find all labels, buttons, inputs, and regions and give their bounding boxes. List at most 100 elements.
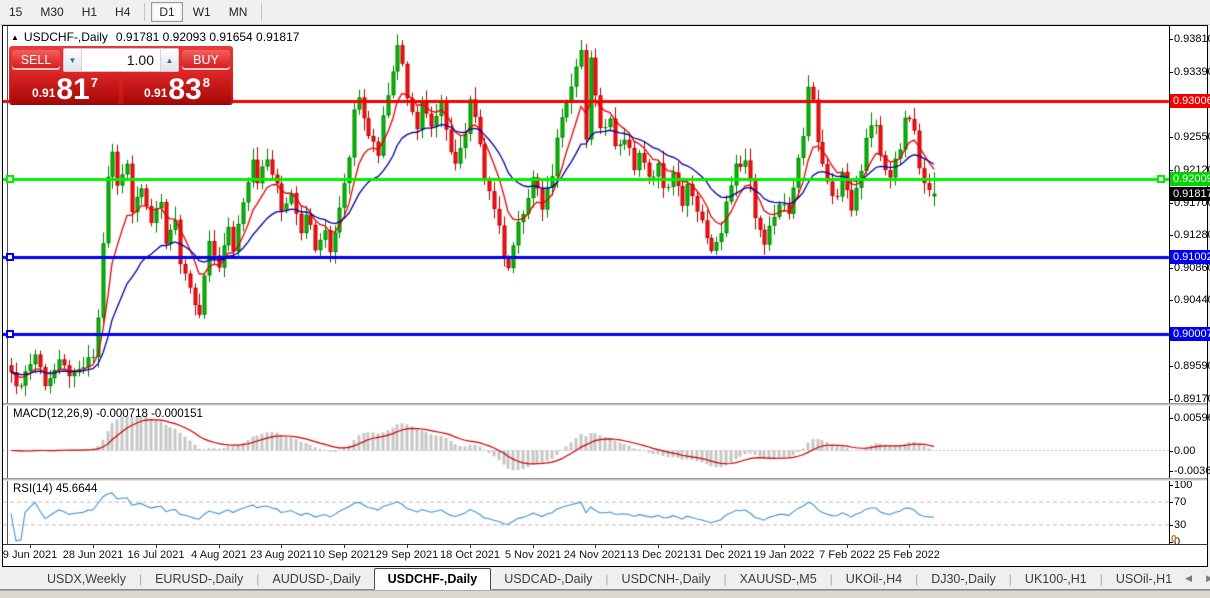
price-badge: 0.91817 <box>1170 186 1210 201</box>
date-tick-label: 24 Nov 2021 <box>563 549 627 561</box>
date-tick-label: 7 Feb 2022 <box>819 549 875 561</box>
chart-tab-usdchf-daily[interactable]: USDCHF-,Daily <box>373 568 492 590</box>
buy-price-prefix: 0.91 <box>144 86 168 100</box>
volume-decrease-icon[interactable]: ▼ <box>64 49 82 71</box>
date-tick <box>658 544 659 548</box>
price-tick-label: 0.90860 <box>1169 261 1210 275</box>
timeframe-button-mn[interactable]: MN <box>228 5 248 19</box>
timeframe-button-15[interactable]: 15 <box>9 5 23 19</box>
buy-price-pip: 8 <box>202 75 210 90</box>
date-tick <box>595 544 596 548</box>
chart-tab-usdx-weekly[interactable]: USDX,Weekly <box>47 572 126 586</box>
chart-header: ▲ USDCHF-,Daily 0.91781 0.92093 0.91654 0.… <box>11 30 299 44</box>
chart-tab-audusd-daily[interactable]: AUDUSD-,Daily <box>272 572 361 586</box>
chart-tab-ukoil-h4[interactable]: UKOil-,H4 <box>845 572 903 586</box>
collapse-chart-icon[interactable]: ▲ <box>11 33 19 42</box>
chart-tab-xauusd-m5[interactable]: XAUUSD-,M5 <box>739 572 817 586</box>
price-chart-canvas[interactable] <box>3 26 1207 566</box>
sell-price-pip: 7 <box>90 75 98 90</box>
date-tick <box>281 544 282 548</box>
date-tick <box>156 544 157 548</box>
rsi-tick-label: 70 <box>1168 496 1187 509</box>
buy-price-big: 83 <box>168 73 202 106</box>
tab-separator: | <box>1008 572 1012 586</box>
rsi-caption: RSI(14) 45.6644 <box>13 483 98 495</box>
timeframe-button-h4[interactable]: H4 <box>115 5 131 19</box>
date-tick-label: 16 Jul 2021 <box>127 549 185 561</box>
date-tick <box>407 544 408 548</box>
chart-symbol-period: USDCHF-,Daily <box>23 30 108 44</box>
date-tick-label: 5 Nov 2021 <box>504 549 562 561</box>
buy-price-display[interactable]: 0.91 83 8 <box>123 73 231 106</box>
sell-button[interactable]: SELL <box>12 50 60 70</box>
tab-separator: | <box>138 572 143 586</box>
date-tick-label: 10 Sep 2021 <box>312 549 376 561</box>
volume-input[interactable]: 1.00 <box>126 52 154 68</box>
chart-tab-usdcad-daily[interactable]: USDCAD-,Daily <box>504 572 593 586</box>
timeframe-button-m30[interactable]: M30 <box>40 5 64 19</box>
chart-tab-eurusd-daily[interactable]: EURUSD-,Daily <box>155 572 244 586</box>
buy-button[interactable]: BUY <box>182 50 230 70</box>
chart-window: ▲ USDCHF-,Daily 0.91781 0.92093 0.91654 0.… <box>2 25 1210 567</box>
chart-tab-dj30-daily[interactable]: DJ30-,Daily <box>931 572 996 586</box>
date-tick-label: 23 Aug 2021 <box>250 549 312 561</box>
chart-tab-usoil-h1[interactable]: USOil-,H1 <box>1115 572 1173 586</box>
status-strip <box>0 590 1210 598</box>
tab-scroll-left-icon[interactable]: ◀ <box>1185 573 1193 583</box>
date-tick <box>909 544 910 548</box>
chart-tab-bar: USDX,Weekly | EURUSD-,Daily | AUDUSD-,Daily U… <box>0 568 1210 590</box>
timeframe-button-h1[interactable]: H1 <box>81 5 98 19</box>
date-tick <box>784 544 785 548</box>
date-tick <box>30 544 31 548</box>
hline-handle-left[interactable] <box>6 174 14 183</box>
date-tick-label: 18 Oct 2021 <box>440 549 500 561</box>
timeframe-button-w1[interactable]: W1 <box>192 5 211 19</box>
date-tick-label: 28 Jun 2021 <box>62 549 124 561</box>
price-badge: 0.90007 <box>1170 327 1210 342</box>
volume-increase-icon[interactable]: ▲ <box>160 49 178 71</box>
tab-separator: | <box>1099 572 1103 586</box>
tab-separator: | <box>256 572 260 586</box>
price-tick-label: 0.92550 <box>1169 130 1210 144</box>
tab-separator: | <box>723 572 727 586</box>
hline-handle-left[interactable] <box>6 252 14 261</box>
one-click-trading-panel: SELL ▼ 1.00 ▲ BUY 0.91 81 7 0.91 83 8 <box>9 46 233 106</box>
price-tick-label: 0.93810 <box>1169 32 1210 46</box>
tab-scroll-arrows: ◀ ▶ <box>1185 573 1210 589</box>
date-tick <box>533 544 534 548</box>
macd-tick-label: 0.005963 <box>1169 412 1210 425</box>
sell-price-display[interactable]: 0.91 81 7 <box>11 74 119 105</box>
volume-box: ▼ 1.00 ▲ <box>63 48 179 72</box>
date-axis-border <box>3 544 1207 545</box>
tab-scroll-right-icon[interactable]: ▶ <box>1206 573 1210 583</box>
date-tick-label: 19 Jan 2022 <box>753 549 815 561</box>
date-tick-label: 29 Sep 2021 <box>375 549 439 561</box>
tab-separator: | <box>829 572 833 586</box>
price-badge: 0.91002 <box>1170 249 1210 264</box>
price-badge: 0.92009 <box>1170 171 1210 186</box>
date-tick <box>93 544 94 548</box>
date-tick <box>344 544 345 548</box>
price-tick-label: 0.89590 <box>1169 359 1210 373</box>
hline-handle-right[interactable] <box>1157 174 1165 183</box>
chart-tab-uk100-h1[interactable]: UK100-,H1 <box>1024 572 1087 586</box>
macd-tick-label: 0.00 <box>1168 444 1196 457</box>
toolbar-separator <box>144 3 146 21</box>
date-tick-label: 13 Dec 2021 <box>626 549 690 561</box>
rsi-tick-label: 0 <box>1168 536 1181 548</box>
timeframe-toolbar: 15 M30 H1 H4 D1 W1 MN <box>0 0 1210 25</box>
rsi-tick-label: 100 <box>1168 479 1193 491</box>
chart-tab-usdcnh-daily[interactable]: USDCNH-,Daily <box>621 572 711 586</box>
scale-indicator: 0 <box>1171 534 1177 545</box>
hline-handle-left[interactable] <box>6 330 14 339</box>
tab-separator: | <box>605 572 609 586</box>
macd-tick-label: -0.003664 <box>1169 465 1210 478</box>
toolbar-separator <box>261 3 263 21</box>
price-tick-label: 0.93390 <box>1169 65 1210 79</box>
panel-separator[interactable] <box>3 403 1207 406</box>
date-tick <box>847 544 848 548</box>
sell-price-prefix: 0.91 <box>32 86 56 100</box>
timeframe-button-d1[interactable]: D1 <box>151 2 183 22</box>
date-tick-label: 9 Jun 2021 <box>2 549 58 561</box>
panel-separator[interactable] <box>3 478 1207 481</box>
